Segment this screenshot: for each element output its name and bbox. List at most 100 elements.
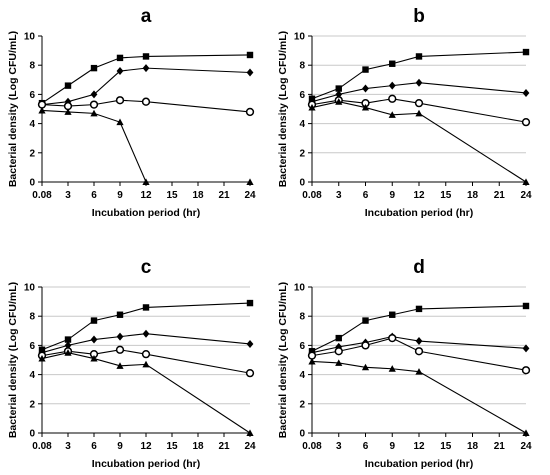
- x-tick-label: 9: [117, 190, 123, 201]
- data-point-diamond: [335, 342, 343, 351]
- data-point-circle: [388, 94, 397, 103]
- data-point-diamond: [388, 81, 396, 90]
- data-point-diamond: [522, 344, 530, 353]
- data-point-square: [116, 311, 124, 318]
- data-point-square: [415, 305, 423, 313]
- x-tick-label: 24: [520, 190, 532, 201]
- series-line-circle: [311, 98, 527, 123]
- y-tick-label: 8: [299, 61, 305, 72]
- data-point-circle: [361, 341, 370, 350]
- data-point-circle: [521, 117, 531, 127]
- data-point-triangle: [388, 365, 396, 372]
- y-tick-label: 6: [299, 341, 305, 352]
- x-tick-label: 6: [363, 190, 369, 201]
- x-tick-label: 21: [218, 441, 230, 452]
- x-axis-title: Incubation period (hr): [92, 458, 201, 470]
- y-tick-label: 4: [29, 370, 35, 381]
- x-tick-label: 3: [336, 441, 342, 452]
- data-point-triangle: [116, 362, 124, 369]
- x-tick-label: 9: [389, 441, 395, 452]
- series-line-triangle: [311, 101, 527, 183]
- data-point-diamond: [116, 332, 124, 341]
- y-tick-label: 2: [29, 399, 35, 410]
- data-point-triangle: [90, 109, 98, 117]
- x-tick-label: 15: [166, 190, 178, 201]
- data-point-triangle: [64, 349, 72, 356]
- data-point-triangle: [335, 98, 343, 105]
- data-point-square: [389, 311, 396, 318]
- data-point-square: [246, 51, 254, 59]
- x-tick-label: 0.08: [302, 441, 322, 452]
- data-point-triangle: [64, 108, 72, 115]
- y-tick-label: 6: [29, 90, 35, 101]
- data-point-triangle: [415, 109, 423, 117]
- data-point-diamond: [335, 90, 343, 99]
- x-tick-label: 18: [192, 190, 204, 201]
- data-point-triangle: [246, 178, 254, 185]
- panel-label: d: [413, 257, 425, 278]
- data-point-square: [142, 304, 150, 311]
- x-axis-title: Incubation period (hr): [92, 207, 201, 219]
- data-point-diamond: [246, 68, 254, 77]
- data-point-triangle: [90, 354, 98, 362]
- y-axis-title: Bacterial density (Log CFU/mL): [7, 282, 19, 438]
- x-tick-label: 15: [166, 441, 178, 452]
- data-point-square: [335, 334, 342, 342]
- data-point-triangle: [38, 106, 46, 114]
- data-point-diamond: [142, 64, 150, 73]
- data-point-circle: [141, 350, 151, 359]
- x-tick-label: 24: [244, 190, 256, 201]
- x-tick-label: 24: [520, 441, 532, 452]
- panel-label: c: [141, 257, 152, 278]
- y-tick-label: 8: [29, 312, 35, 323]
- data-point-square: [389, 60, 396, 67]
- y-axis-title: Bacterial density (Log CFU/mL): [277, 282, 289, 438]
- series-line-diamond: [311, 336, 527, 354]
- x-tick-label: 15: [440, 190, 452, 201]
- series-triangle: [308, 357, 530, 436]
- data-point-circle: [141, 97, 151, 106]
- series-line-square: [41, 302, 251, 351]
- data-point-triangle: [308, 103, 316, 111]
- data-point-circle: [388, 333, 397, 343]
- data-point-triangle: [142, 360, 150, 368]
- series-line-diamond: [311, 82, 527, 103]
- data-point-square: [362, 317, 369, 324]
- x-axis-title: Incubation period (hr): [365, 207, 474, 219]
- panel-label: b: [413, 6, 425, 27]
- y-tick-label: 0: [299, 178, 305, 189]
- data-point-triangle: [415, 368, 423, 375]
- x-tick-label: 15: [440, 441, 452, 452]
- data-point-square: [522, 302, 530, 310]
- x-tick-label: 0.08: [32, 441, 52, 452]
- data-point-circle: [521, 366, 531, 375]
- y-tick-label: 10: [24, 283, 36, 294]
- data-point-diamond: [64, 341, 72, 350]
- y-tick-label: 6: [299, 90, 305, 101]
- series-line-circle: [41, 99, 251, 113]
- data-point-diamond: [246, 339, 254, 348]
- data-point-diamond: [415, 78, 423, 87]
- data-point-square: [142, 53, 150, 60]
- x-tick-label: 12: [413, 190, 425, 201]
- data-point-diamond: [142, 329, 150, 338]
- data-point-square: [64, 336, 72, 343]
- y-tick-label: 2: [29, 148, 35, 159]
- series-line-diamond: [41, 67, 251, 106]
- data-point-square: [415, 53, 423, 60]
- data-point-diamond: [522, 88, 530, 97]
- series-line-triangle: [311, 360, 527, 434]
- data-point-circle: [245, 107, 255, 117]
- y-tick-label: 2: [299, 399, 305, 410]
- data-point-diamond: [415, 337, 423, 346]
- series-line-square: [311, 305, 527, 352]
- data-point-triangle: [361, 363, 370, 371]
- x-tick-label: 0.08: [32, 190, 52, 201]
- data-point-square: [522, 48, 530, 56]
- x-tick-label: 6: [91, 441, 97, 452]
- series-line-circle: [41, 349, 251, 374]
- y-tick-label: 4: [299, 370, 305, 381]
